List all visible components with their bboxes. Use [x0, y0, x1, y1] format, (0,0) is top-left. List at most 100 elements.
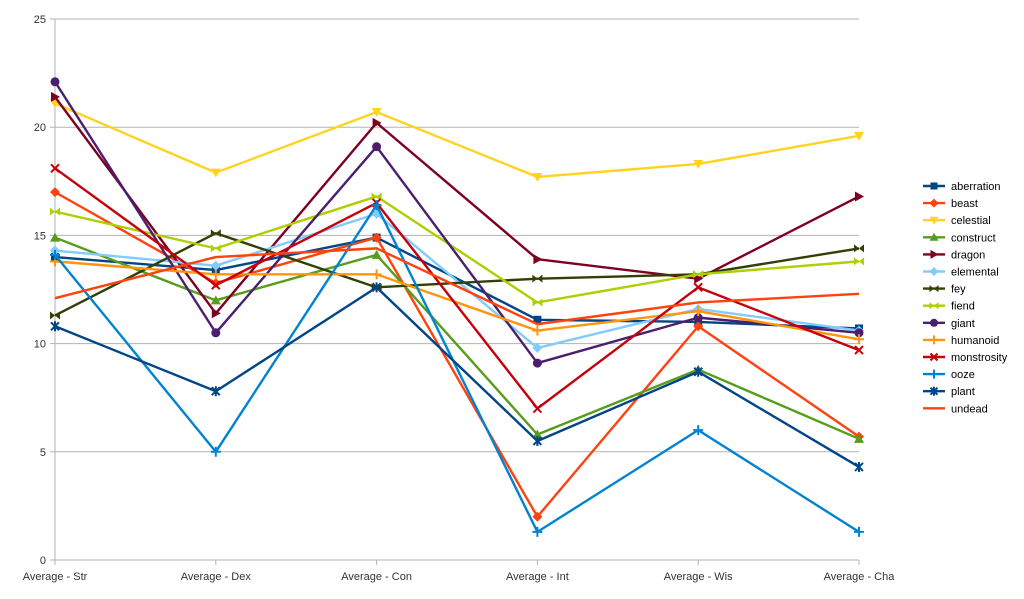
legend-label: dragon [951, 249, 985, 261]
data-point [693, 321, 704, 332]
data-point [929, 232, 939, 241]
legend-item: giant [923, 318, 975, 330]
data-point [533, 254, 543, 265]
legend-item: humanoid [923, 335, 999, 347]
legend-item: beast [923, 198, 978, 210]
grid [55, 18, 859, 561]
y-tick-label: 25 [34, 14, 46, 26]
data-point [532, 511, 543, 522]
data-point [211, 386, 221, 397]
data-point [371, 249, 382, 259]
legend-label: fiend [951, 301, 975, 313]
data-point [694, 273, 704, 284]
data-point [929, 198, 939, 208]
series-line [54, 247, 860, 326]
data-point [929, 216, 939, 225]
series-line [54, 260, 860, 341]
legend-label: beast [951, 198, 978, 210]
data-point [693, 159, 704, 169]
legend-label: celestial [951, 215, 991, 227]
series-line [54, 195, 860, 304]
x-tick-label: Average - Dex [181, 571, 252, 583]
series-line [54, 191, 860, 518]
data-point [210, 295, 221, 305]
legend-label: humanoid [951, 335, 999, 347]
data-point [930, 318, 938, 327]
data-point [50, 321, 60, 332]
y-tick-label: 20 [34, 122, 46, 134]
x-tick-label: Average - Str [23, 571, 88, 583]
series-line [54, 286, 860, 468]
data-point [210, 244, 221, 253]
data-point [211, 280, 221, 290]
data-point [532, 342, 543, 353]
legend-item: celestial [923, 215, 991, 227]
series-plant [50, 282, 864, 472]
y-tick-label: 10 [34, 339, 46, 351]
data-point [855, 191, 864, 202]
legend-item: undead [923, 403, 988, 415]
data-point [532, 274, 543, 283]
data-point [532, 526, 543, 537]
series-lines [50, 77, 864, 537]
data-point [693, 270, 704, 279]
data-point [50, 232, 60, 242]
data-point [693, 282, 703, 293]
data-point [929, 335, 939, 345]
data-point [50, 187, 60, 198]
data-point [210, 446, 221, 457]
data-point [210, 168, 221, 178]
data-point [929, 302, 939, 310]
legend-label: plant [951, 386, 975, 398]
data-point [532, 358, 542, 368]
data-point [51, 91, 60, 102]
y-tick-label: 0 [40, 555, 46, 567]
x-tick-label: Average - Wis [664, 571, 733, 583]
data-point [372, 142, 382, 152]
legend-label: elemental [951, 267, 999, 279]
data-point [50, 77, 60, 87]
data-point [371, 108, 382, 118]
data-point [210, 278, 221, 289]
data-point [693, 366, 703, 377]
data-point [371, 192, 382, 201]
data-point [211, 308, 221, 319]
data-point [929, 267, 939, 276]
data-point [50, 249, 60, 260]
axes: 0 5 10 15 20 25 Average - Str Average - Dex Aver… [23, 14, 896, 583]
data-point [532, 403, 543, 414]
legend-item: construct [923, 232, 996, 244]
series-fiend [50, 192, 864, 307]
data-point [854, 334, 864, 345]
data-point [210, 229, 221, 238]
series-line [54, 96, 860, 315]
data-point [210, 260, 221, 271]
series-line [53, 81, 860, 365]
data-point [211, 328, 221, 338]
data-point [533, 315, 542, 324]
x-tick-label: Average - Con [341, 571, 412, 583]
legend-label: construct [951, 232, 996, 244]
data-point [929, 386, 939, 396]
data-point [854, 345, 864, 355]
legend-item: elemental [923, 267, 999, 279]
data-point [371, 282, 382, 293]
legend-label: aberration [951, 181, 1001, 193]
data-point [50, 163, 60, 174]
data-point [50, 311, 60, 320]
legend-label: ooze [951, 369, 975, 381]
data-point [50, 207, 60, 216]
legend-item: dragon [923, 249, 985, 261]
data-point [532, 435, 543, 446]
data-point [371, 200, 382, 211]
data-point [929, 352, 939, 362]
legend-item: aberration [923, 181, 1001, 193]
data-point [693, 306, 704, 317]
data-point [854, 328, 864, 338]
data-point [532, 429, 543, 439]
data-point [693, 313, 703, 323]
legend: aberration beast celestial construct dragon e… [923, 181, 1008, 415]
series-line [54, 212, 860, 350]
data-point [532, 298, 543, 307]
